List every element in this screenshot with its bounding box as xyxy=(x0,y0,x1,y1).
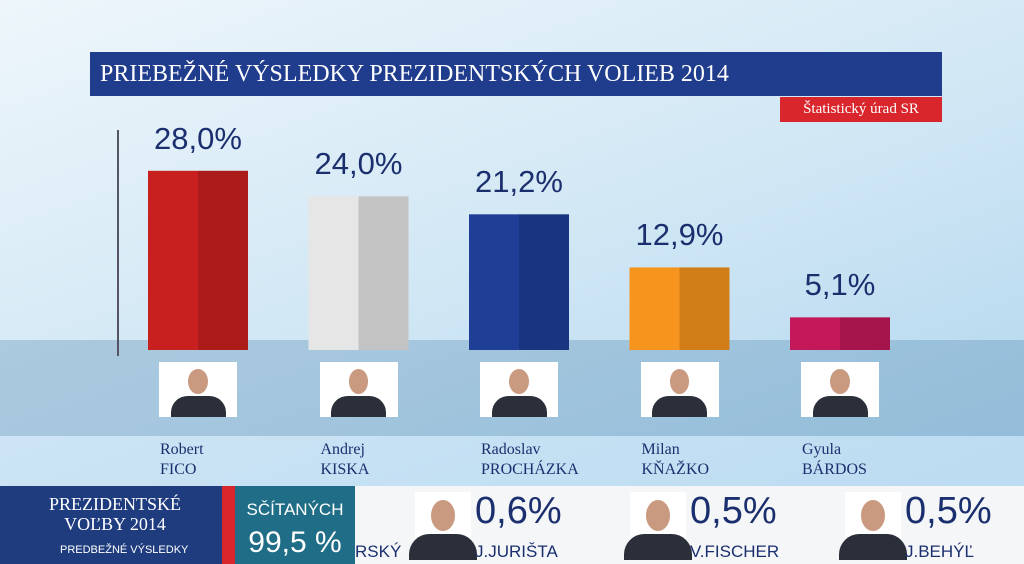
bar xyxy=(469,214,569,350)
result-name: J.JURIŠTA xyxy=(475,542,558,561)
ticker-stripe xyxy=(222,486,235,564)
category-label: Milan KŇAŽKO xyxy=(641,441,710,478)
axis-line xyxy=(117,130,119,356)
source: Štatistický úrad SR xyxy=(780,97,942,122)
result-value: 0,5% xyxy=(690,490,777,532)
program-subtitle: PREDBEŽNÉ VÝSLEDKY xyxy=(60,544,189,556)
photo-head xyxy=(430,500,456,532)
bar xyxy=(148,170,248,350)
category-label: Radoslav PROCHÁZKA xyxy=(481,441,579,478)
photo xyxy=(624,492,692,560)
photo-body xyxy=(170,396,226,417)
photo-body xyxy=(331,396,386,417)
photo-body xyxy=(624,534,692,560)
photo-body xyxy=(409,534,477,560)
photo-head xyxy=(645,500,671,532)
counted-value: 99,5 % xyxy=(248,526,342,559)
photo xyxy=(409,492,477,560)
photo-body xyxy=(491,396,547,417)
photo-body xyxy=(839,534,907,560)
photo-head xyxy=(830,368,850,394)
category-label: Gyula BÁRDOS xyxy=(802,441,867,478)
ticker-program: PREZIDENTSKÉ VOĽBY 2014 PREDBEŽNÉ VÝSLED… xyxy=(0,486,222,564)
category-label: Andrej KISKA xyxy=(320,441,370,478)
bar-shade xyxy=(198,170,248,350)
photo-head xyxy=(188,368,208,394)
photo-head xyxy=(860,500,886,532)
bar-shade xyxy=(519,214,569,350)
value-label: 28,0% xyxy=(154,120,242,156)
photo xyxy=(319,362,398,417)
partial-name: RSKÝ xyxy=(355,542,402,561)
value-label: 5,1% xyxy=(804,267,876,303)
result-name: J.BEHÝĽ xyxy=(905,542,974,561)
bar-shade xyxy=(679,267,730,350)
bar xyxy=(308,196,409,350)
value-label: 24,0% xyxy=(314,146,403,182)
bar xyxy=(629,267,730,350)
category-label: Robert FICO xyxy=(160,441,204,478)
counted-label: SČÍTANÝCH xyxy=(246,500,344,519)
photo-head xyxy=(348,368,369,394)
name-band xyxy=(0,436,1024,486)
ticker-count: SČÍTANÝCH 99,5 % xyxy=(235,486,355,564)
photo-body xyxy=(812,396,868,417)
chart-title: PRIEBEŽNÉ VÝSLEDKY PREZIDENTSKÝCH VOLIEB… xyxy=(90,52,942,96)
photo-body xyxy=(652,396,707,417)
value-label: 21,2% xyxy=(475,164,563,200)
ticker-results: RSKÝ 0,6% J.JURIŠTA 0,5% V.FISCHER 0,5% J.BEH… xyxy=(355,486,1024,564)
photo xyxy=(480,362,558,417)
photo-head xyxy=(669,368,690,394)
bar-shade xyxy=(358,196,409,350)
program-title: PREZIDENTSKÉ VOĽBY 2014 xyxy=(49,494,181,534)
result-value: 0,6% xyxy=(475,490,562,532)
photo xyxy=(159,362,237,417)
result-value: 0,5% xyxy=(905,490,992,532)
photo xyxy=(801,362,879,417)
bar-shade xyxy=(840,317,890,350)
photo-head xyxy=(509,368,529,394)
value-label: 12,9% xyxy=(635,217,724,253)
photo xyxy=(839,492,907,560)
bar xyxy=(790,317,890,350)
result-name: V.FISCHER xyxy=(690,542,780,561)
photo xyxy=(640,362,719,417)
